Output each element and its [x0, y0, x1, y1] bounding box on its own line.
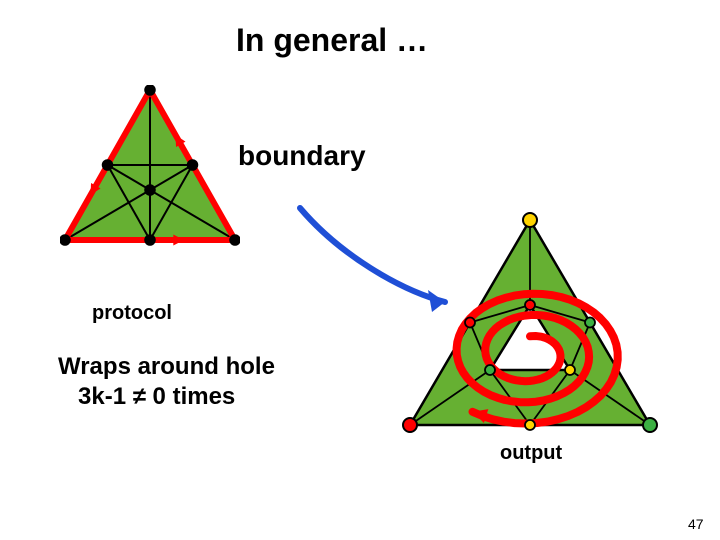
map-arrow — [0, 0, 720, 540]
